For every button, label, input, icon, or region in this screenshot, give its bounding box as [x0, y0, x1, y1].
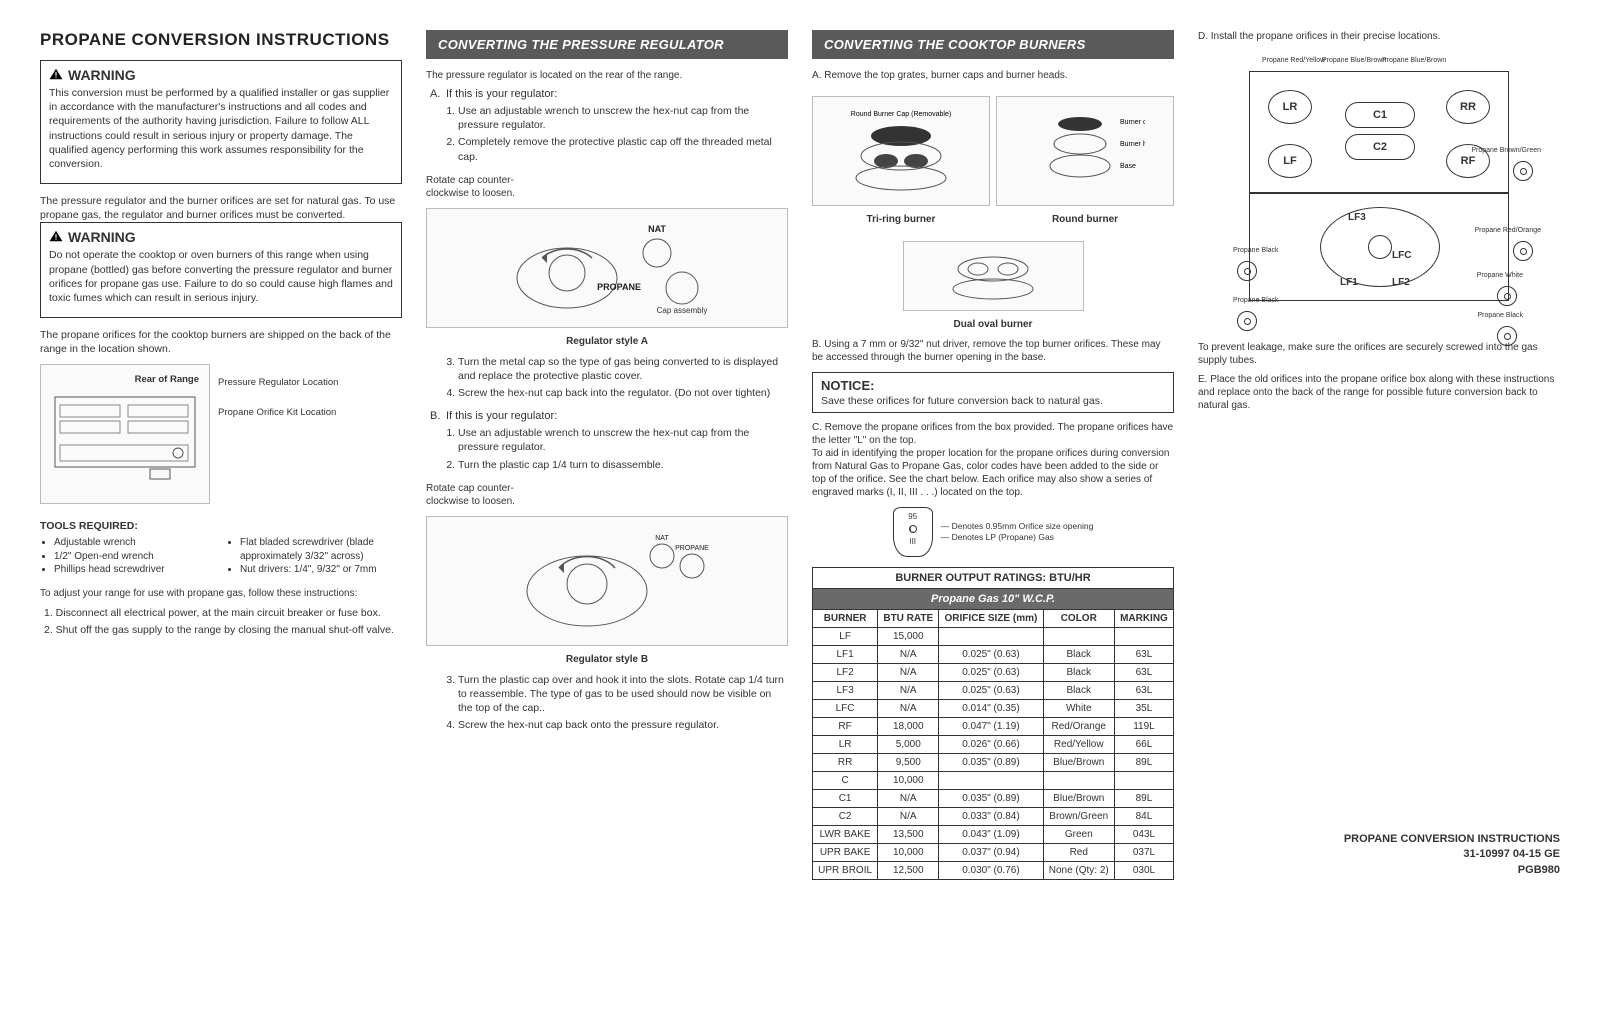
banner-regulator: CONVERTING THE PRESSURE REGULATOR	[426, 30, 788, 59]
tri-ring-figure: Round Burner Cap (Removable)	[812, 96, 990, 206]
dual-oval-figure	[903, 241, 1084, 311]
svg-text:Burner cap: Burner cap	[1120, 119, 1145, 126]
warning-box-2: WARNING Do not operate the cooktop or ov…	[40, 222, 402, 318]
column-3: CONVERTING THE COOKTOP BURNERS A. Remove…	[812, 30, 1174, 880]
intro-para-2: The propane orifices for the cooktop bur…	[40, 328, 402, 356]
table-row: C2N/A0.033" (0.84)Brown/Green84L	[813, 808, 1174, 826]
svg-text:NAT: NAT	[648, 224, 666, 234]
tools-list: Adjustable wrench 1/2" Open-end wrench P…	[40, 536, 402, 577]
svg-text:Cap assembly: Cap assembly	[657, 306, 708, 315]
table-row: LF15,000	[813, 628, 1174, 646]
step-c-text: C. Remove the propane orifices from the …	[812, 421, 1174, 499]
table-row: LR5,0000.026" (0.66)Red/Yellow66L	[813, 736, 1174, 754]
table-row: LFCN/A0.014" (0.35)White35L	[813, 700, 1174, 718]
footer: PROPANE CONVERSION INSTRUCTIONS 31-10997…	[1198, 832, 1560, 878]
table-row: C1N/A0.035" (0.89)Blue/Brown89L	[813, 790, 1174, 808]
column-4: D. Install the propane orifices in their…	[1198, 30, 1560, 880]
page-title: PROPANE CONVERSION INSTRUCTIONS	[40, 30, 402, 50]
svg-text:NAT: NAT	[655, 535, 669, 542]
column-1: PROPANE CONVERSION INSTRUCTIONS WARNING …	[40, 30, 402, 880]
regulator-b-figure: NAT PROPANE	[426, 516, 788, 646]
warning-icon	[49, 67, 63, 83]
notice-box: NOTICE: Save these orifices for future c…	[812, 372, 1174, 413]
warning-label: WARNING	[68, 229, 136, 245]
burner-figures: Round Burner Cap (Removable) Tri-ring bu…	[812, 88, 1174, 233]
step-B: B.If this is your regulator: Use an adju…	[430, 410, 788, 472]
svg-text:Round Burner Cap (Removable): Round Burner Cap (Removable)	[851, 111, 951, 118]
svg-text:PROPANE: PROPANE	[597, 282, 641, 292]
table-row: RR9,5000.035" (0.89)Blue/Brown89L	[813, 754, 1174, 772]
svg-text:Burner head: Burner head	[1120, 141, 1145, 148]
regulator-a-figure: NAT PROPANE Cap assembly	[426, 208, 788, 328]
rear-of-range-figure: Rear of Range Pressure Regulator Locatio…	[40, 356, 402, 512]
warning-box-1: WARNING This conversion must be performe…	[40, 60, 402, 184]
orifice-diagram: 95 L III Denotes 0.95mm Orifice size ope…	[812, 507, 1174, 557]
table-row: LF3N/A0.025" (0.63)Black63L	[813, 682, 1174, 700]
adjust-lead: To adjust your range for use with propan…	[40, 587, 402, 600]
warning-text-1: This conversion must be performed by a q…	[49, 86, 393, 171]
table-row: LF2N/A0.025" (0.63)Black63L	[813, 664, 1174, 682]
adjust-steps: 1. Disconnect all electrical power, at t…	[44, 606, 402, 637]
banner-burners: CONVERTING THE COOKTOP BURNERS	[812, 30, 1174, 59]
warning-icon	[49, 229, 63, 245]
table-row: UPR BAKE10,0000.037" (0.94)Red037L	[813, 844, 1174, 862]
table-row: C10,000	[813, 772, 1174, 790]
svg-text:PROPANE: PROPANE	[675, 545, 709, 552]
svg-text:Base: Base	[1120, 163, 1136, 170]
cooktop-layout-figure: Propane Red/Yellow Propane Blue/Brown Pr…	[1229, 71, 1529, 301]
table-row: RF18,0000.047" (1.19)Red/Orange119L	[813, 718, 1174, 736]
warning-text-2: Do not operate the cooktop or oven burne…	[49, 248, 393, 305]
burner-output-table: BURNER OUTPUT RATINGS: BTU/HR Propane Ga…	[812, 567, 1174, 880]
column-2: CONVERTING THE PRESSURE REGULATOR The pr…	[426, 30, 788, 880]
table-row: LF1N/A0.025" (0.63)Black63L	[813, 646, 1174, 664]
intro-para-1: The pressure regulator and the burner or…	[40, 194, 402, 222]
table-row: LWR BAKE13,5000.043" (1.09)Green043L	[813, 826, 1174, 844]
table-row: UPR BROIL12,5000.030" (0.76)None (Qty: 2…	[813, 862, 1174, 880]
tools-required-title: TOOLS REQUIRED:	[40, 520, 402, 532]
step-A: A.If this is your regulator: Use an adju…	[430, 88, 788, 164]
round-burner-figure: Burner cap Burner head Base	[996, 96, 1174, 206]
warning-label: WARNING	[68, 67, 136, 83]
